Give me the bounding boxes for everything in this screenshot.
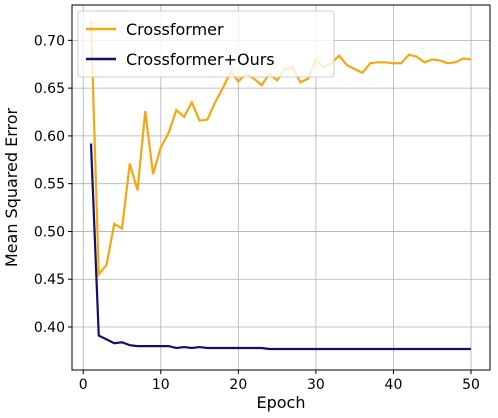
plot-frame [71, 4, 491, 371]
series-line [89, 143, 471, 351]
x-tick-label: 50 [462, 377, 480, 393]
y-tick-label: 0.65 [34, 81, 65, 97]
x-axis-label: Epoch [257, 393, 306, 412]
x-tick-label: 40 [385, 377, 403, 393]
x-tick-label: 0 [79, 377, 88, 393]
y-tick-label: 0.60 [34, 129, 65, 145]
y-tick-label: 0.70 [34, 33, 65, 49]
y-tick-label: 0.45 [34, 272, 65, 288]
y-tick-label: 0.50 [34, 224, 65, 240]
y-tick-label: 0.40 [34, 320, 65, 336]
x-tick-label: 20 [229, 377, 247, 393]
x-tick-label: 10 [152, 377, 170, 393]
legend-box [77, 10, 335, 78]
legend-label: Crossformer+Ours [126, 50, 275, 69]
y-tick-label: 0.55 [34, 177, 65, 193]
legend-label: Crossformer [126, 20, 224, 39]
y-axis-label: Mean Squared Error [2, 107, 21, 267]
x-tick-label: 30 [307, 377, 325, 393]
